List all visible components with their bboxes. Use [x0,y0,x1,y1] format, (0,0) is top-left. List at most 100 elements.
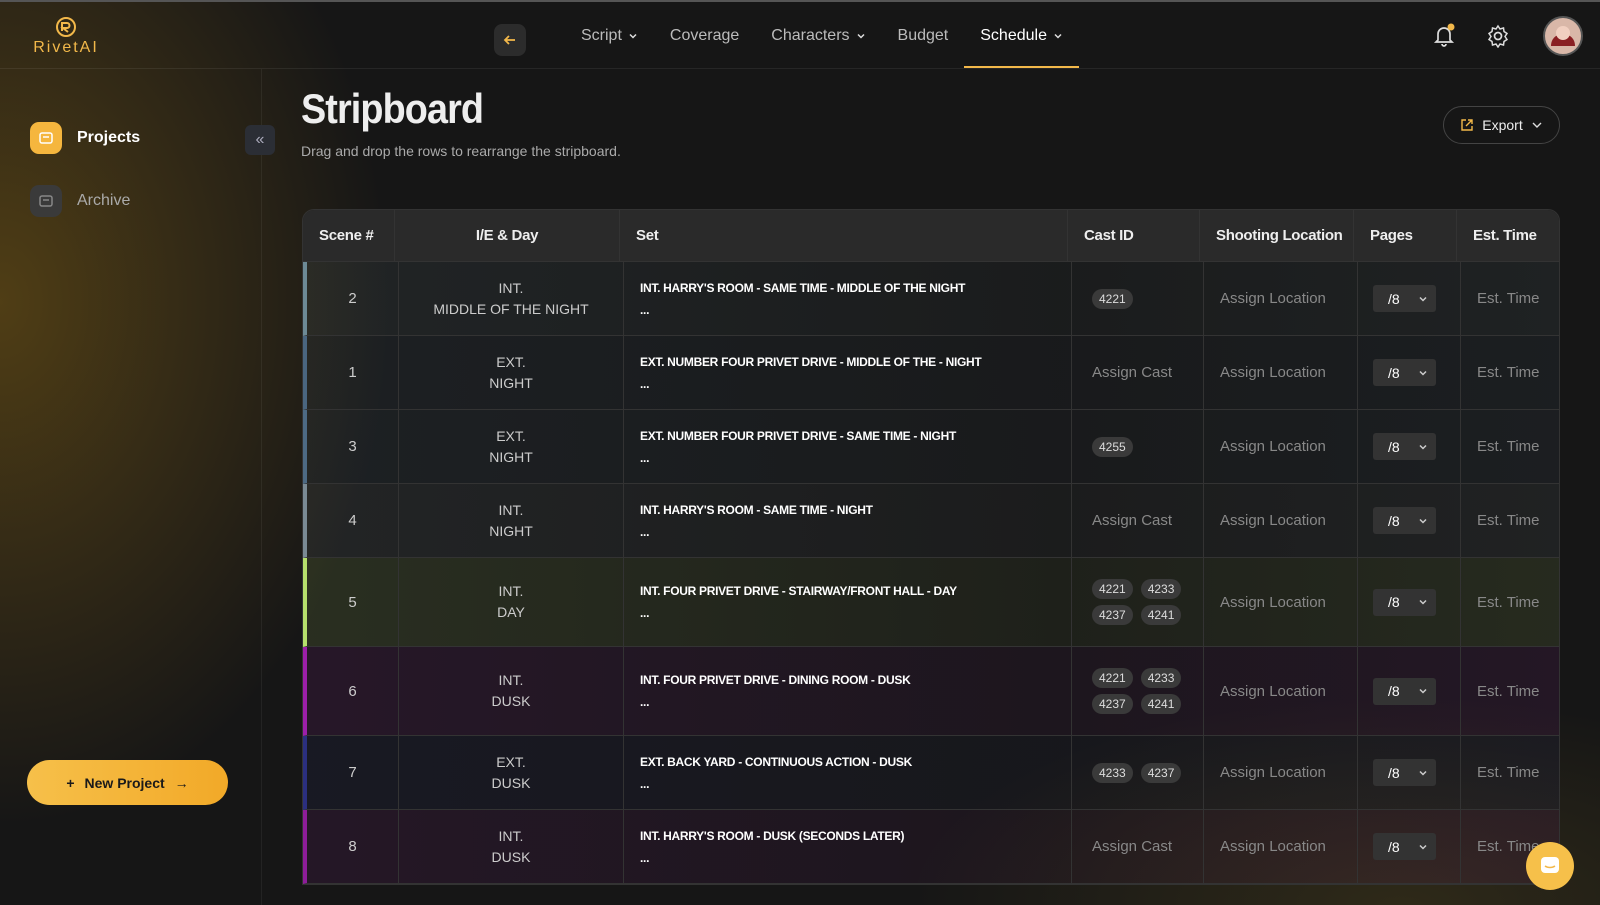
nav-label: Coverage [669,26,740,44]
scene-cell: 8 [307,810,399,883]
sidebar-item[interactable]: Archive [30,185,130,217]
location-cell[interactable]: Assign Location [1204,336,1358,409]
table-row[interactable]: 8 INT. DUSK INT. HARRY'S ROOM - DUSK (SECON… [303,810,1559,884]
table-row[interactable]: 4 INT. NIGHT INT. HARRY'S ROOM - SAME TIME … [303,484,1559,558]
column-header: Pages [1354,210,1457,261]
pages-dropdown[interactable]: /8 [1373,507,1436,534]
cast-chip: 4237 [1092,694,1133,714]
cast-placeholder: Assign Cast [1092,364,1173,381]
table-row[interactable]: 3 EXT. NIGHT EXT. NUMBER FOUR PRIVET DRIVE … [303,410,1559,484]
ie-day-cell: INT. NIGHT [399,484,624,557]
location: Assign Location [1220,838,1326,855]
location-cell[interactable]: Assign Location [1204,410,1358,483]
pages-dropdown[interactable]: /8 [1373,677,1436,705]
location-cell[interactable]: Assign Location [1204,484,1358,557]
cast-cell[interactable]: 4221 4233 4237 4241 [1072,558,1204,646]
pages-dropdown[interactable]: /8 [1373,433,1436,460]
cast-cell[interactable]: 4233 4237 [1072,736,1204,809]
time-cell[interactable]: Est. Time [1461,262,1559,335]
cast-cell[interactable]: Assign Cast [1072,336,1204,409]
time-cell[interactable]: Est. Time [1461,410,1559,483]
export-button[interactable]: Export [1443,106,1560,144]
nav-label: Script [581,26,622,44]
day: DUSK [491,848,531,865]
set-cell: INT. HARRY'S ROOM - SAME TIME - MIDDLE O… [624,262,1072,335]
pages: /8 [1388,764,1400,781]
pages: /8 [1388,683,1400,699]
est-time: Est. Time [1477,682,1540,700]
pages-dropdown[interactable]: /8 [1373,759,1436,786]
pages-cell: /8 [1358,484,1461,557]
column-header: Est. Time [1473,227,1537,244]
pages-dropdown[interactable]: /8 [1373,285,1436,312]
chevron-icon [1418,842,1428,852]
time-cell[interactable]: Est. Time [1461,647,1559,735]
sidebar-item[interactable]: Projects [30,122,140,154]
nav-item[interactable]: Schedule [964,2,1079,69]
location: Assign Location [1220,290,1326,307]
chat-button[interactable] [1526,842,1574,890]
table-row[interactable]: 1 EXT. NIGHT EXT. NUMBER FOUR PRIVET DRIVE … [303,336,1559,410]
time-cell[interactable]: Est. Time [1461,336,1559,409]
logo[interactable]: RivetAI [28,16,104,57]
ie-day-cell: INT. DAY [399,558,624,646]
est-time: Est. Time [1477,593,1540,611]
collapse-button[interactable]: « [245,125,275,155]
ie: INT. [498,827,524,844]
location: Assign Location [1220,512,1326,529]
pages: /8 [1388,512,1400,529]
location: Assign Location [1220,682,1326,700]
location-cell[interactable]: Assign Location [1204,262,1358,335]
nav-item[interactable]: Coverage [654,2,755,69]
day: DUSK [491,693,531,709]
notifications[interactable] [1432,22,1456,50]
scene-number: 2 [348,290,357,307]
nav-item[interactable]: Budget [882,2,965,69]
ie-day-cell: EXT. NIGHT [399,410,624,483]
pages-dropdown[interactable]: /8 [1373,359,1436,386]
set: INT. FOUR PRIVET DRIVE - STAIRWAY/FRONT … [640,584,957,598]
time-cell[interactable]: Est. Time [1461,736,1559,809]
set: INT. HARRY'S ROOM - DUSK (SECONDS LATER) [640,828,905,843]
table-row[interactable]: 5 INT. DAY INT. FOUR PRIVET DRIVE - STAIRWA… [303,558,1559,647]
set-note: ... [640,376,650,391]
plus-icon: + [66,774,75,791]
pages-cell: /8 [1358,558,1461,646]
settings[interactable] [1486,24,1510,48]
pages-cell: /8 [1358,736,1461,809]
pages-dropdown[interactable]: /8 [1373,833,1436,860]
day: DUSK [491,774,531,791]
nav-item[interactable]: Characters [755,2,881,69]
location-cell[interactable]: Assign Location [1204,558,1358,646]
cast-cell[interactable]: Assign Cast [1072,810,1204,883]
cast-cell[interactable]: 4255 [1072,410,1204,483]
scene-number: 8 [348,838,357,855]
est-time: Est. Time [1477,512,1540,529]
table-header: Scene # I/E & Day Set Cast ID Shooting Locat… [303,210,1559,262]
ie-day-cell: EXT. DUSK [399,736,624,809]
location: Assign Location [1220,593,1326,611]
table-row[interactable]: 7 EXT. DUSK EXT. BACK YARD - CONTINUOUS ACT… [303,736,1559,810]
new-project-button[interactable]: + New Project → [27,760,228,805]
page-title: Stripboard [301,85,484,132]
est-time: Est. Time [1477,838,1540,855]
time-cell[interactable]: Est. Time [1461,558,1559,646]
time-cell[interactable]: Est. Time [1461,810,1559,883]
location-cell[interactable]: Assign Location [1204,647,1358,735]
location-cell[interactable]: Assign Location [1204,810,1358,883]
back-button[interactable] [494,24,526,56]
scene-number: 3 [348,438,357,455]
arrow-icon: → [174,774,189,791]
chevron-icon [1418,686,1428,696]
table-row[interactable]: 2 INT. MIDDLE OF THE NIGHT INT. HARRY'S ROO… [303,262,1559,336]
location-cell[interactable]: Assign Location [1204,736,1358,809]
cast-cell[interactable]: 4221 [1072,262,1204,335]
day: NIGHT [489,522,533,539]
table-row[interactable]: 6 INT. DUSK INT. FOUR PRIVET DRIVE - DINING… [303,647,1559,736]
cast-cell[interactable]: Assign Cast [1072,484,1204,557]
time-cell[interactable]: Est. Time [1461,484,1559,557]
pages-dropdown[interactable]: /8 [1373,588,1436,616]
nav-item[interactable]: Script [565,2,654,69]
cast-cell[interactable]: 4221 4233 4237 4241 [1072,647,1204,735]
avatar[interactable] [1543,16,1583,56]
